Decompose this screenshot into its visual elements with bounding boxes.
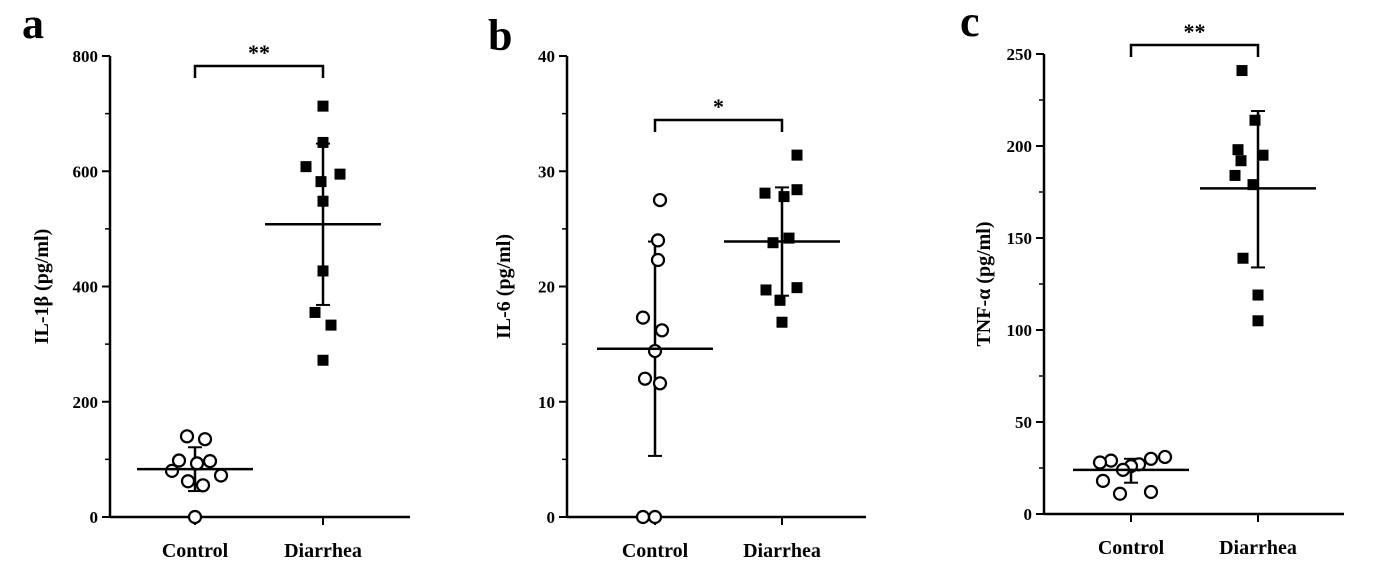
data-point-control: [189, 456, 205, 471]
data-point-control: [1143, 451, 1159, 466]
data-point-diarrhea: [334, 168, 346, 180]
y-tick-label: 20: [538, 278, 555, 297]
y-tick-label: 40: [538, 47, 555, 66]
data-point-control: [654, 323, 670, 338]
significance-bracket: [653, 118, 784, 132]
data-point-control: [180, 474, 196, 489]
data-point-diarrhea: [317, 195, 329, 207]
significance-label: *: [713, 94, 724, 119]
data-point-diarrhea: [760, 284, 772, 296]
y-tick-label: 200: [73, 393, 99, 412]
data-point-control: [171, 453, 187, 468]
y-tick-label: 250: [1007, 45, 1033, 64]
data-point-control: [1092, 455, 1108, 470]
x-tick-label-control: Control: [622, 540, 689, 562]
y-tick-label: 0: [90, 508, 99, 527]
data-point-diarrhea: [791, 282, 803, 294]
data-point-diarrhea: [317, 100, 329, 112]
data-point-control: [647, 343, 663, 359]
data-point-control: [164, 463, 180, 478]
y-axis-label: IL-1β (pg/ml): [31, 229, 53, 345]
data-point-diarrhea: [1232, 144, 1244, 156]
y-tick-label: 10: [538, 393, 555, 412]
data-point-diarrhea: [791, 149, 803, 161]
y-tick-label: 0: [1024, 505, 1033, 524]
data-point-control: [195, 478, 211, 493]
data-point-control: [1112, 486, 1128, 501]
y-axis-label: TNF-α (pg/ml): [973, 221, 995, 346]
significance-label: **: [248, 40, 270, 65]
data-point-diarrhea: [1252, 289, 1264, 301]
y-tick-label: 800: [73, 47, 99, 66]
x-tick-label-control: Control: [162, 540, 229, 562]
y-tick-label: 100: [1007, 321, 1033, 340]
y-tick-label: 600: [73, 162, 99, 181]
data-point-control: [202, 454, 218, 469]
y-tick-label: 150: [1007, 229, 1033, 248]
x-tick-label-diarrhea: Diarrhea: [743, 540, 821, 562]
y-tick-label: 0: [547, 508, 556, 527]
data-point-diarrhea: [778, 191, 790, 203]
chart-panel-c: c 0 50 100 150 200 250 Control Diarrhea TNF-α (pg…: [960, 0, 1344, 559]
data-point-diarrhea: [1247, 179, 1259, 191]
panel-letter: c: [960, 0, 980, 46]
significance-bracket: [193, 64, 325, 78]
x-tick-label-control: Control: [1098, 537, 1165, 559]
data-point-control: [635, 310, 651, 325]
y-tick-label: 400: [73, 278, 99, 297]
data-point-diarrhea: [317, 265, 329, 277]
data-point-diarrhea: [1229, 169, 1241, 181]
y-tick-label: 50: [1015, 413, 1032, 432]
data-point-diarrhea: [1237, 252, 1249, 264]
chart-panel-a: a 0 200 400 600 800 Control Diarrhea IL-1β (pg/m…: [22, 0, 410, 562]
y-tick-label: 30: [538, 162, 555, 181]
data-point-control: [179, 429, 195, 444]
significance-bracket: [1129, 43, 1260, 57]
data-point-control: [187, 509, 203, 525]
data-point-diarrhea: [1252, 315, 1264, 327]
data-point-control: [647, 509, 663, 525]
data-point-diarrhea: [759, 187, 771, 199]
y-tick-label: 200: [1007, 137, 1033, 156]
data-point-diarrhea: [1257, 149, 1269, 161]
data-point-diarrhea: [300, 161, 312, 173]
data-point-diarrhea: [309, 306, 321, 318]
data-point-diarrhea: [776, 316, 788, 328]
data-point-control: [635, 509, 651, 525]
data-point-control: [637, 371, 653, 386]
data-point-diarrhea: [1236, 65, 1248, 77]
data-point-control: [650, 233, 666, 248]
data-point-control: [1095, 473, 1111, 488]
data-point-diarrhea: [325, 319, 337, 331]
x-tick-label-diarrhea: Diarrhea: [1219, 537, 1297, 559]
data-point-diarrhea: [317, 354, 329, 366]
data-point-control: [1157, 449, 1173, 465]
x-tick-label-diarrhea: Diarrhea: [284, 540, 362, 562]
data-point-control: [652, 376, 668, 391]
data-point-control: [652, 192, 668, 208]
data-point-control: [197, 432, 213, 447]
data-point-diarrhea: [791, 184, 803, 196]
panel-letter: a: [22, 0, 44, 48]
data-point-diarrhea: [315, 176, 327, 188]
data-point-control: [650, 252, 666, 268]
data-point-diarrhea: [774, 294, 786, 306]
data-point-control: [213, 468, 229, 483]
data-point-control: [1143, 484, 1159, 500]
data-point-diarrhea: [783, 232, 795, 244]
data-point-diarrhea: [1249, 114, 1261, 126]
y-axis-label: IL-6 (pg/ml): [493, 234, 515, 339]
significance-label: **: [1184, 19, 1206, 44]
chart-panel-b: b 0 10 20 30 40 Control Diarrhea IL-6 (pg/ml) *: [488, 11, 866, 562]
data-point-diarrhea: [317, 136, 329, 148]
data-point-diarrhea: [1235, 155, 1247, 167]
panel-letter: b: [488, 11, 512, 60]
